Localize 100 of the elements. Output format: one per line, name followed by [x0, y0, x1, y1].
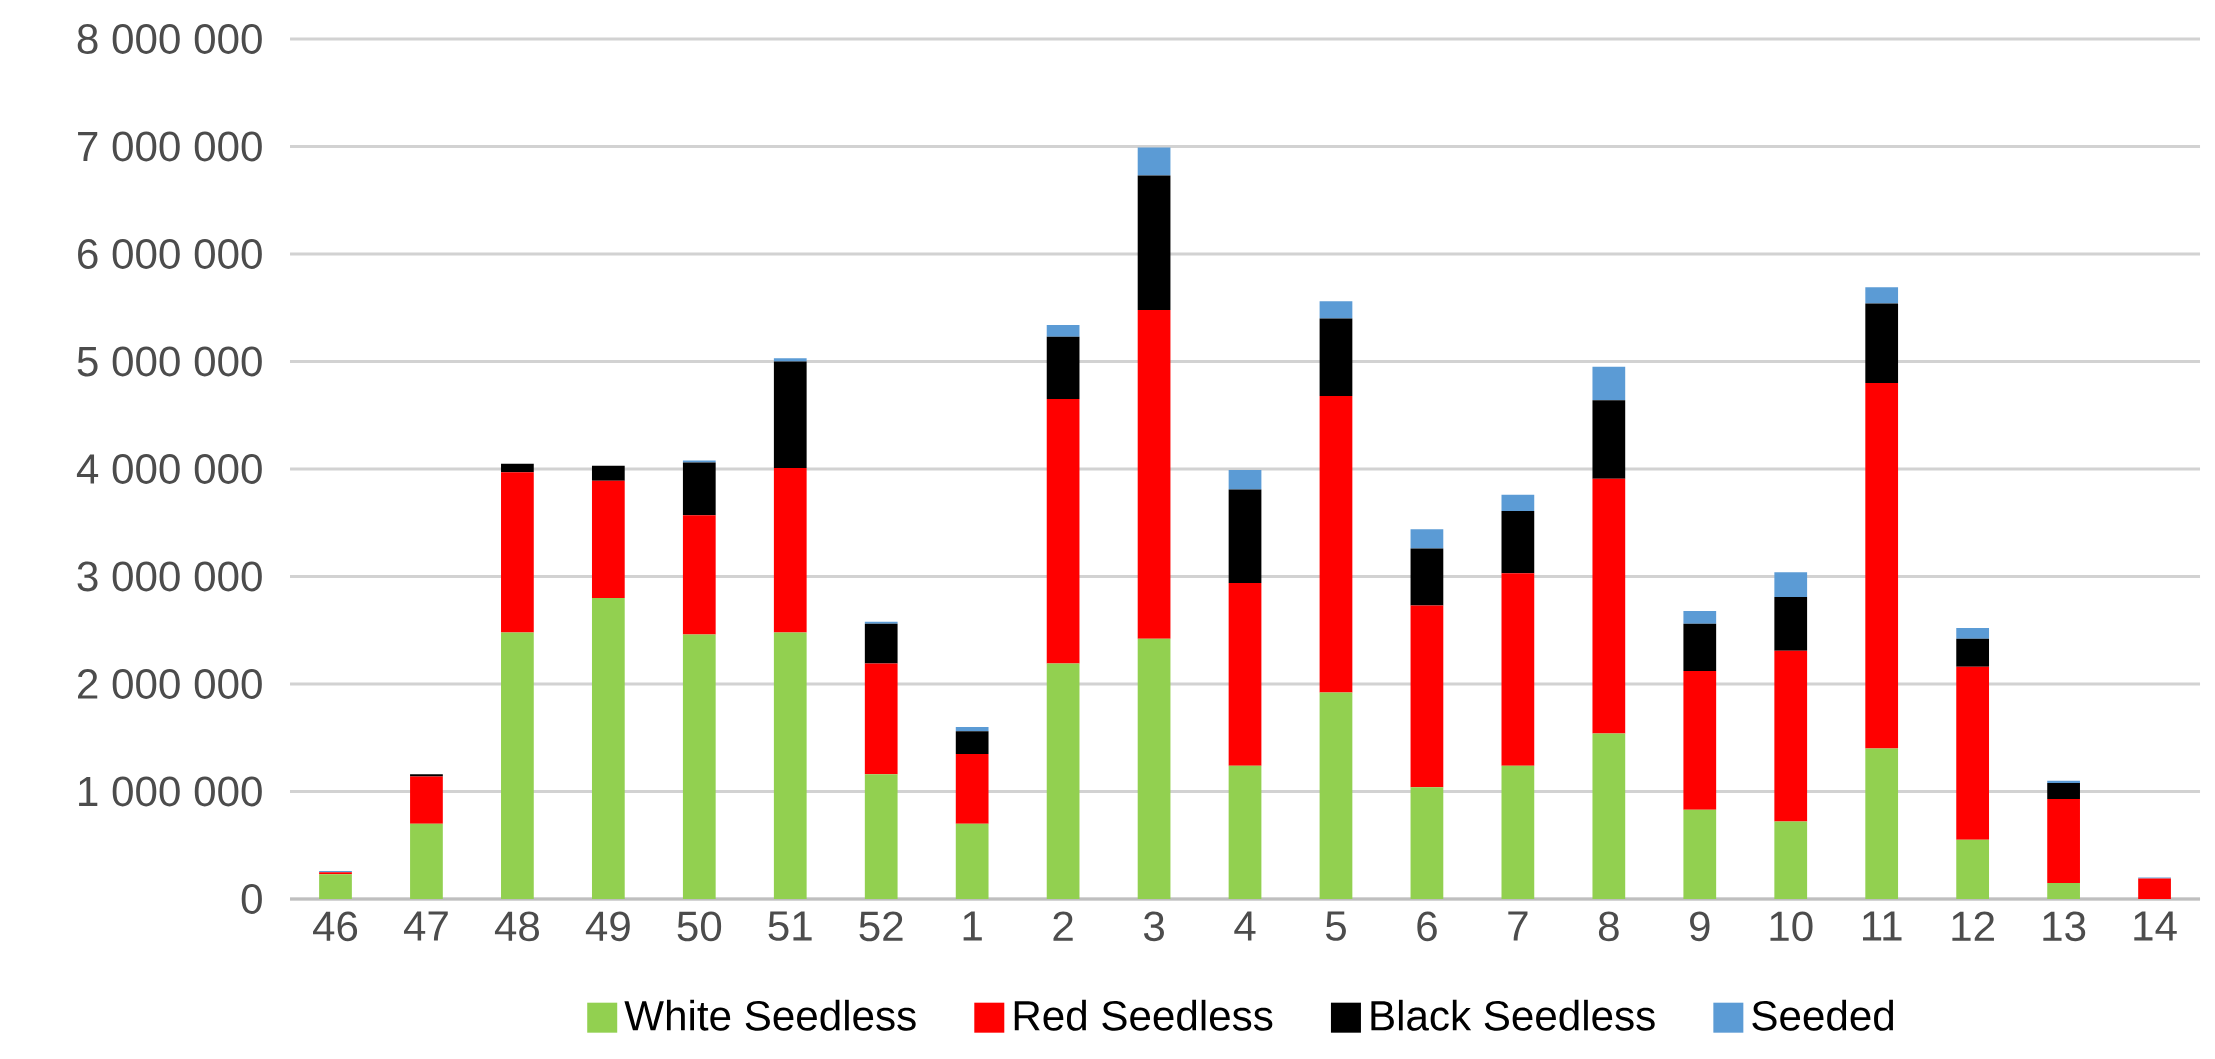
x-tick-label: 49: [585, 911, 630, 942]
bar: [1228, 582, 1262, 766]
bar: [864, 774, 898, 899]
bar: [955, 753, 989, 824]
y-tick-label: 3 000 000: [77, 561, 262, 592]
bar: [1956, 638, 1990, 667]
bar: [1410, 548, 1444, 606]
bar: [501, 472, 534, 633]
legend-label: Black Seedless: [1371, 999, 1655, 1031]
bar: [410, 776, 443, 824]
y-tick-label: 2 000 000: [78, 669, 262, 699]
x-tick-label: 50: [677, 911, 722, 942]
legend-label: Red Seedless: [1014, 999, 1273, 1031]
bar: [410, 823, 443, 899]
bar: [1410, 605, 1444, 788]
x-tick-label: 6: [1417, 911, 1437, 942]
bar: [1865, 303, 1899, 383]
bar: [773, 358, 807, 362]
bar: [1319, 318, 1353, 396]
bar: [773, 632, 807, 899]
bar: [1501, 510, 1535, 574]
x-tick-label: 11: [1863, 911, 1902, 941]
bar: [319, 874, 352, 899]
bar: [1228, 470, 1262, 490]
bar: [591, 598, 625, 899]
bar: [1683, 610, 1717, 624]
x-tick-label: 13: [2043, 911, 2086, 942]
x-tick-label: 48: [494, 911, 539, 942]
x-tick-label: 52: [859, 911, 903, 942]
bar: [1774, 650, 1808, 822]
x-tick-label: 5: [1325, 911, 1346, 941]
bar: [1228, 765, 1262, 899]
bar: [501, 463, 534, 473]
y-tick-label: 7 000 000: [78, 131, 262, 162]
x-tick-label: 4: [1234, 911, 1256, 941]
bar: [682, 460, 716, 463]
bar: [1046, 663, 1080, 899]
bar: [1774, 821, 1808, 899]
bar: [1592, 366, 1626, 401]
x-tick-label: 2: [1053, 911, 1073, 941]
bar: [2047, 780, 2080, 783]
bar: [1319, 692, 1353, 899]
x-tick-label: 8: [1598, 911, 1619, 942]
bar: [864, 663, 898, 775]
y-tick-label: 8 000 000: [77, 24, 262, 54]
bar: [1683, 623, 1717, 672]
bar: [2047, 799, 2080, 883]
bar: [1137, 309, 1171, 639]
bar: [2047, 882, 2080, 899]
bar: [1137, 147, 1171, 176]
bar: [1865, 748, 1899, 899]
bar: [1046, 399, 1080, 664]
bar: [955, 731, 989, 754]
bar: [1319, 395, 1353, 693]
x-tick-label: 14: [2134, 911, 2177, 941]
bar: [1683, 671, 1717, 810]
bar: [1046, 324, 1080, 337]
bar: [591, 480, 625, 598]
bar: [682, 462, 716, 516]
x-tick-label: 3: [1143, 911, 1164, 942]
bar: [1774, 572, 1808, 597]
bar: [501, 632, 534, 899]
bar: [1956, 666, 1990, 840]
x-tick-label: 47: [403, 911, 448, 941]
bar: [1865, 287, 1899, 304]
bar: [1046, 336, 1080, 400]
bar: [1501, 765, 1535, 899]
bar: [773, 467, 807, 633]
bar: [955, 823, 989, 899]
bar: [955, 727, 989, 732]
x-tick-label: 9: [1690, 911, 1710, 942]
bar: [1501, 494, 1535, 511]
legend-label: White Seedless: [624, 999, 916, 1031]
bar: [1956, 628, 1990, 639]
bar: [1410, 529, 1444, 549]
bar: [1319, 301, 1353, 319]
y-tick-label: 4 000 000: [76, 454, 262, 484]
x-tick-label: 10: [1770, 911, 1813, 942]
bar: [1592, 478, 1626, 734]
bar: [1501, 573, 1535, 766]
bar: [1956, 839, 1990, 899]
bar: [591, 465, 625, 481]
bar: [864, 621, 898, 624]
bar: [2138, 878, 2171, 899]
y-tick-label: 6 000 000: [78, 239, 262, 269]
bar: [1865, 383, 1899, 749]
bar: [773, 361, 807, 468]
bar: [1410, 787, 1444, 899]
bar: [682, 515, 716, 635]
bar: [864, 623, 898, 664]
legend-label: Seeded: [1752, 999, 1894, 1031]
y-tick-label: 0: [241, 884, 262, 914]
bar: [1137, 175, 1171, 310]
bar: [1683, 809, 1717, 899]
bar: [1137, 638, 1171, 899]
y-tick-label: 5 000 000: [77, 346, 262, 377]
x-tick-label: 46: [313, 911, 358, 942]
bar: [682, 634, 716, 899]
bar: [1228, 489, 1262, 583]
bar: [2047, 782, 2080, 800]
